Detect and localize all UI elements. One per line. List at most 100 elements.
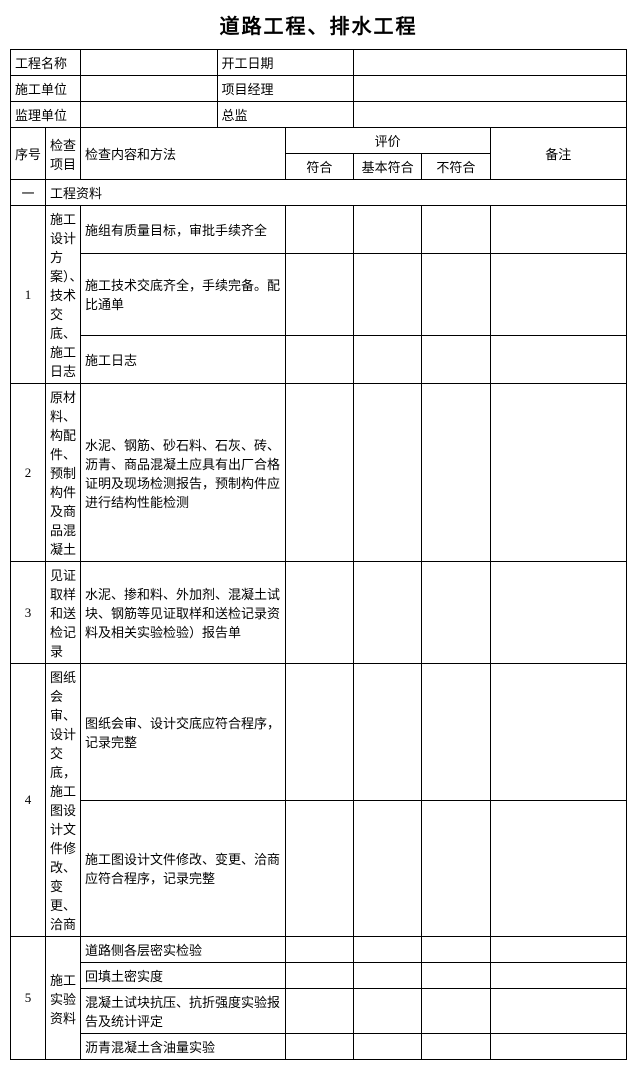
construct-unit-label: 施工单位	[11, 76, 81, 102]
eval-cell	[422, 800, 490, 937]
row-method: 混凝土试块抗压、抗折强度实验报告及统计评定	[81, 989, 286, 1034]
eval-cell	[285, 336, 353, 384]
table-row: 4 图纸会审、设计交底，施工图设计文件修改、变更、洽商 图纸会审、设计交底应符合…	[11, 664, 627, 801]
table-row: 沥青混凝土含油量实验	[11, 1034, 627, 1060]
supervision-unit-value	[81, 102, 218, 128]
row-seq: 1	[11, 206, 46, 384]
row-method: 施工技术交底齐全，手续完备。配比通单	[81, 253, 286, 336]
col-header-row-1: 序号 检查项目 检查内容和方法 评价 备注	[11, 128, 627, 154]
row-method: 沥青混凝土含油量实验	[81, 1034, 286, 1060]
row-item: 施工设计方案）、技术交底、施工日志	[46, 206, 81, 384]
remark-cell	[490, 800, 627, 937]
start-date-label: 开工日期	[217, 50, 354, 76]
remark-cell	[490, 989, 627, 1034]
eval-cell	[422, 937, 490, 963]
eval-cell	[285, 384, 353, 562]
row-seq: 3	[11, 562, 46, 664]
eval-cell	[285, 206, 353, 254]
chief-label: 总监	[217, 102, 354, 128]
page-title: 道路工程、排水工程	[10, 10, 627, 39]
col-eval-1: 符合	[285, 154, 353, 180]
col-seq: 序号	[11, 128, 46, 180]
row-item: 原材料、构配件、预制构件及商品混凝土	[46, 384, 81, 562]
eval-cell	[422, 206, 490, 254]
col-item: 检查项目	[46, 128, 81, 180]
project-name-label: 工程名称	[11, 50, 81, 76]
row-method: 水泥、钢筋、砂石料、石灰、砖、沥青、商品混凝土应具有出厂合格证明及现场检测报告，…	[81, 384, 286, 562]
remark-cell	[490, 937, 627, 963]
row-item: 图纸会审、设计交底，施工图设计文件修改、变更、洽商	[46, 664, 81, 937]
remark-cell	[490, 206, 627, 254]
table-row: 2 原材料、构配件、预制构件及商品混凝土 水泥、钢筋、砂石料、石灰、砖、沥青、商…	[11, 384, 627, 562]
section-seq: 一	[11, 180, 46, 206]
construct-unit-value	[81, 76, 218, 102]
table-row: 5 施工实验资料 道路侧各层密实检验	[11, 937, 627, 963]
eval-cell	[422, 1034, 490, 1060]
eval-cell	[422, 253, 490, 336]
eval-cell	[354, 989, 422, 1034]
eval-cell	[422, 664, 490, 801]
remark-cell	[490, 384, 627, 562]
row-item: 见证取样和送检记录	[46, 562, 81, 664]
col-remark: 备注	[490, 128, 627, 180]
row-seq: 2	[11, 384, 46, 562]
row-method: 道路侧各层密实检验	[81, 937, 286, 963]
remark-cell	[490, 1034, 627, 1060]
row-seq: 4	[11, 664, 46, 937]
header-row-1: 工程名称 开工日期	[11, 50, 627, 76]
supervision-unit-label: 监理单位	[11, 102, 81, 128]
row-item: 施工实验资料	[46, 937, 81, 1060]
eval-cell	[354, 253, 422, 336]
eval-cell	[285, 1034, 353, 1060]
eval-cell	[354, 963, 422, 989]
eval-cell	[354, 206, 422, 254]
eval-cell	[354, 336, 422, 384]
eval-cell	[422, 384, 490, 562]
pm-value	[354, 76, 627, 102]
project-name-value	[81, 50, 218, 76]
row-method: 水泥、掺和料、外加剂、混凝土试块、钢筋等见证取样和送检记录资料及相关实验检验）报…	[81, 562, 286, 664]
row-method: 施工日志	[81, 336, 286, 384]
eval-cell	[285, 963, 353, 989]
eval-cell	[354, 800, 422, 937]
section-name: 工程资料	[46, 180, 627, 206]
remark-cell	[490, 253, 627, 336]
col-method: 检查内容和方法	[81, 128, 286, 180]
col-eval-group: 评价	[285, 128, 490, 154]
row-method: 图纸会审、设计交底应符合程序，记录完整	[81, 664, 286, 801]
remark-cell	[490, 336, 627, 384]
remark-cell	[490, 664, 627, 801]
eval-cell	[422, 989, 490, 1034]
eval-cell	[285, 800, 353, 937]
table-row: 1 施工设计方案）、技术交底、施工日志 施组有质量目标，审批手续齐全	[11, 206, 627, 254]
start-date-value	[354, 50, 627, 76]
row-method: 施组有质量目标，审批手续齐全	[81, 206, 286, 254]
table-row: 施工技术交底齐全，手续完备。配比通单	[11, 253, 627, 336]
header-row-2: 施工单位 项目经理	[11, 76, 627, 102]
eval-cell	[422, 562, 490, 664]
row-method: 回填土密实度	[81, 963, 286, 989]
eval-cell	[285, 989, 353, 1034]
table-row: 回填土密实度	[11, 963, 627, 989]
eval-cell	[285, 937, 353, 963]
col-eval-3: 不符合	[422, 154, 490, 180]
eval-cell	[422, 336, 490, 384]
col-eval-2: 基本符合	[354, 154, 422, 180]
remark-cell	[490, 963, 627, 989]
pm-label: 项目经理	[217, 76, 354, 102]
remark-cell	[490, 562, 627, 664]
inspection-table: 工程名称 开工日期 施工单位 项目经理 监理单位 总监 序号 检查项目 检查内容…	[10, 49, 627, 1060]
eval-cell	[354, 937, 422, 963]
table-row: 施工图设计文件修改、变更、洽商应符合程序，记录完整	[11, 800, 627, 937]
eval-cell	[285, 253, 353, 336]
eval-cell	[354, 664, 422, 801]
chief-value	[354, 102, 627, 128]
eval-cell	[285, 664, 353, 801]
header-row-3: 监理单位 总监	[11, 102, 627, 128]
eval-cell	[354, 1034, 422, 1060]
row-seq: 5	[11, 937, 46, 1060]
eval-cell	[285, 562, 353, 664]
section-row: 一 工程资料	[11, 180, 627, 206]
table-row: 混凝土试块抗压、抗折强度实验报告及统计评定	[11, 989, 627, 1034]
eval-cell	[354, 384, 422, 562]
